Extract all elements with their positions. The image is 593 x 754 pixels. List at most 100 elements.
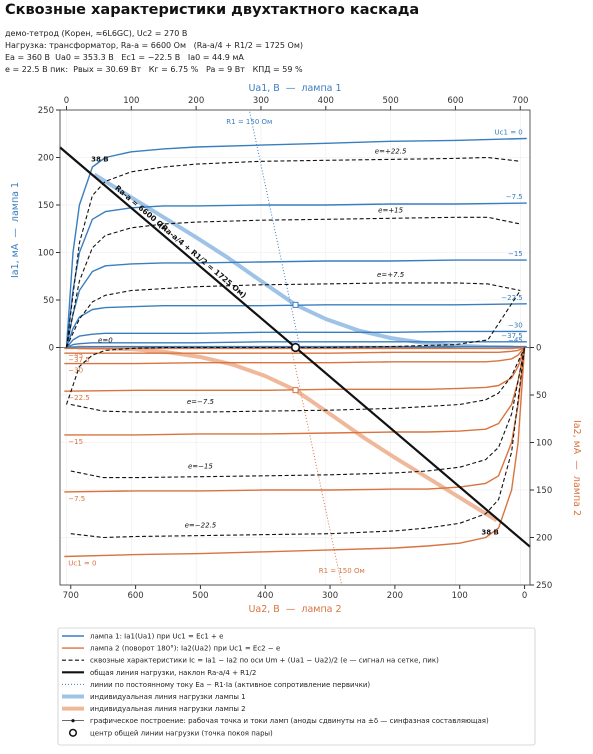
y2-tick-label: 150 xyxy=(536,486,552,496)
x-tick-label: 100 xyxy=(123,96,139,106)
legend-label: центр общей линии нагрузки (точка покоя … xyxy=(90,729,273,737)
legend-label: лампа 1: Ia1(Ua1) при Uc1 = Ec1 + e xyxy=(90,633,223,641)
composite-curve xyxy=(70,347,526,413)
y-tick-label: 150 xyxy=(38,201,54,211)
working-point xyxy=(292,387,299,394)
x-tick-label: 700 xyxy=(512,96,528,106)
legend-label: лампа 2 (поворот 180°): Ia2(Ua2) при Uc1… xyxy=(90,645,280,653)
subtitle: Ea = 360 В Ua0 = 353.3 В Ec1 = −22.5 В I… xyxy=(5,53,244,62)
y-tick-label: 50 xyxy=(43,296,54,306)
y2-tick-label: 50 xyxy=(536,391,547,401)
curve-label: e=+7.5 xyxy=(377,271,405,279)
x-tick-label: 200 xyxy=(188,96,204,106)
x2-axis-label: Ua2, В — лампа 2 xyxy=(248,604,341,615)
y-tick-label: 200 xyxy=(38,154,54,164)
curve-label: Uc1 = 0 xyxy=(68,560,96,568)
x2-tick-label: 400 xyxy=(257,591,273,601)
subtitle: демо-тетрод (Корен, ≈6L6GC), Uc2 = 270 В xyxy=(5,29,187,38)
legend-marker xyxy=(71,719,75,723)
legend-box xyxy=(57,627,536,746)
curve-label: −22.5 xyxy=(501,294,522,302)
subtitle: e = 22.5 В пик: Pвых = 30.69 Вт Кг = 6.7… xyxy=(5,65,303,74)
curve xyxy=(64,347,526,493)
x-tick-label: 500 xyxy=(383,96,399,106)
annotation: 38 В xyxy=(91,155,109,163)
curve xyxy=(66,345,527,349)
legend-marker xyxy=(68,728,78,737)
curve-label: e=+15 xyxy=(378,206,403,214)
curve-label: e=−7.5 xyxy=(187,398,215,406)
annotation: 38 В xyxy=(481,529,499,537)
curve-label: e=0 xyxy=(98,336,113,344)
subtitle: Нагрузка: трансформатор, Ra-a = 6600 Ом … xyxy=(5,41,303,50)
y2-tick-label: 200 xyxy=(536,534,552,544)
curve xyxy=(77,345,498,523)
curve-label: R1 = 150 Ом xyxy=(226,118,272,126)
curve-label: −15 xyxy=(68,438,83,446)
curve-label: e=+22.5 xyxy=(375,147,407,155)
curve-label: Uc1 = 0 xyxy=(495,129,523,137)
curve xyxy=(65,137,527,348)
y-axis-label: Ia1, мА — лампа 1 xyxy=(10,182,21,278)
x2-tick-label: 300 xyxy=(322,591,338,601)
legend-label: линии по постоянному току Ea − R1·Ia (ак… xyxy=(90,681,370,689)
curve-label: −37.5 xyxy=(501,332,522,340)
curve xyxy=(64,347,526,365)
curve xyxy=(65,303,527,348)
composite-curve xyxy=(70,347,526,539)
curve-label: −15 xyxy=(508,250,523,258)
curve-label: −30 xyxy=(68,367,83,375)
curve-label: e=−22.5 xyxy=(185,522,217,530)
composite-curve xyxy=(65,282,521,348)
curve-label: −7.5 xyxy=(506,193,523,201)
curve-label: −45 xyxy=(508,337,523,345)
x-tick-label: 600 xyxy=(447,96,463,106)
center-point xyxy=(290,342,301,353)
x2-tick-label: 0 xyxy=(522,591,527,601)
y2-axis-label: Ia2, мА — лампа 2 xyxy=(571,420,582,516)
curve-label: −37.5 xyxy=(68,356,89,364)
curve xyxy=(64,346,525,350)
curve xyxy=(66,341,527,349)
curve-label: −45 xyxy=(68,351,83,359)
composite-curve xyxy=(70,347,526,479)
legend-label: сквозные характеристики Ic = Ia1 − Ia2 п… xyxy=(90,657,439,665)
x-tick-label: 0 xyxy=(64,96,69,106)
curve-label: −7.5 xyxy=(68,495,85,503)
curve xyxy=(64,346,525,354)
x2-tick-label: 600 xyxy=(127,591,143,601)
chart-title: Сквозные характеристики двухтактного кас… xyxy=(5,2,419,18)
legend-label: графическое построение: рабочая точка и … xyxy=(90,717,489,725)
y-tick-label: 100 xyxy=(38,249,54,259)
y-tick-label: 250 xyxy=(38,106,54,116)
curve-label: −30 xyxy=(508,321,523,329)
working-point xyxy=(292,301,299,308)
y2-tick-label: 0 xyxy=(536,344,541,354)
curve-label: −22.5 xyxy=(68,394,89,402)
x2-tick-label: 100 xyxy=(452,591,468,601)
y2-tick-label: 250 xyxy=(536,581,552,591)
legend-label: общая линия нагрузки, наклон Ra-a/4 + R1… xyxy=(90,669,256,677)
curve xyxy=(65,330,527,348)
curve xyxy=(64,347,526,436)
curve xyxy=(65,259,527,348)
x2-tick-label: 500 xyxy=(192,591,208,601)
plot-frame xyxy=(59,109,531,586)
curve xyxy=(65,202,527,348)
legend-label: индивидуальная линия нагрузки лампы 1 xyxy=(90,693,246,701)
x2-tick-label: 200 xyxy=(387,591,403,601)
legend: лампа 1: Ia1(Ua1) при Uc1 = Ec1 + e лампа… xyxy=(62,633,489,737)
x-axis-label: Ua1, В — лампа 1 xyxy=(248,83,341,94)
curve xyxy=(64,347,526,392)
legend-label: индивидуальная линия нагрузки лампы 2 xyxy=(90,705,246,713)
composite-curve xyxy=(65,156,521,348)
x-tick-label: 300 xyxy=(253,96,269,106)
y2-tick-label: 100 xyxy=(536,439,552,449)
y-tick-label: 0 xyxy=(49,344,54,354)
curve xyxy=(64,347,526,558)
curve xyxy=(93,172,514,350)
x2-tick-label: 700 xyxy=(63,591,79,601)
x-tick-label: 400 xyxy=(318,96,334,106)
